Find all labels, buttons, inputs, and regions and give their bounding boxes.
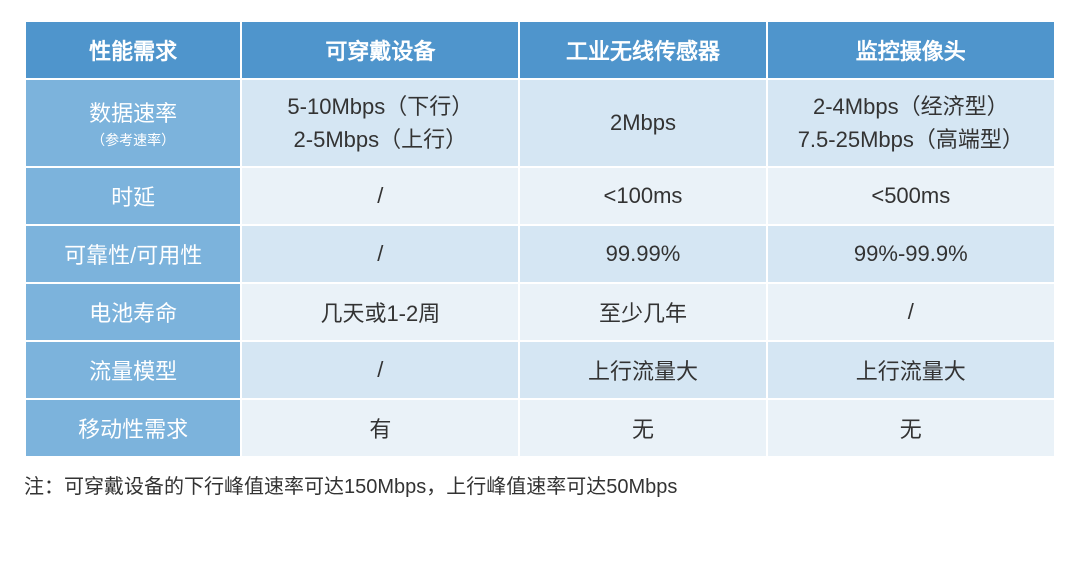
col-header-label: 工业无线传感器 <box>566 39 720 64</box>
cell-value: 2Mbps <box>610 110 676 135</box>
table-row: 可靠性/可用性 / 99.99% 99%-99.9% <box>25 225 1055 283</box>
row-header-label: 电池寿命 <box>89 301 177 326</box>
row-header-label: 移动性需求 <box>78 417 188 442</box>
table-cell: / <box>241 225 519 283</box>
performance-table: 性能需求 可穿戴设备 工业无线传感器 监控摄像头 数据速率 （参考速率） 5-10Mbps… <box>24 20 1056 458</box>
cell-value: <500ms <box>871 183 950 208</box>
table-cell: 5-10Mbps（下行） 2-5Mbps（上行） <box>241 79 519 167</box>
table-cell: / <box>241 167 519 225</box>
cell-value: / <box>908 299 914 324</box>
cell-value: <100ms <box>604 183 683 208</box>
table-cell: 至少几年 <box>519 283 766 341</box>
cell-value: / <box>377 241 383 266</box>
table-cell: 2Mbps <box>519 79 766 167</box>
col-header-rowlabel: 性能需求 <box>25 21 241 79</box>
row-header: 移动性需求 <box>25 399 241 457</box>
cell-value: 2-4Mbps（经济型） <box>813 94 1009 119</box>
table-header: 性能需求 可穿戴设备 工业无线传感器 监控摄像头 <box>25 21 1055 79</box>
row-header-label: 时延 <box>111 185 155 210</box>
cell-value: 99%-99.9% <box>854 241 968 266</box>
row-header: 数据速率 （参考速率） <box>25 79 241 167</box>
cell-value: 至少几年 <box>599 301 687 326</box>
table-row: 数据速率 （参考速率） 5-10Mbps（下行） 2-5Mbps（上行） 2Mbps 2-… <box>25 79 1055 167</box>
cell-value: 无 <box>900 417 922 442</box>
cell-value: 上行流量大 <box>588 359 698 384</box>
cell-value: 5-10Mbps（下行） <box>287 94 473 119</box>
table-cell: 2-4Mbps（经济型） 7.5-25Mbps（高端型） <box>767 79 1055 167</box>
row-header-label: 数据速率 <box>89 101 177 126</box>
table-row: 移动性需求 有 无 无 <box>25 399 1055 457</box>
row-header-sublabel: （参考速率） <box>34 130 232 150</box>
table-cell: 无 <box>519 399 766 457</box>
cell-value: 7.5-25Mbps（高端型） <box>798 127 1024 152</box>
col-header-label: 性能需求 <box>89 39 177 64</box>
cell-value: 2-5Mbps（上行） <box>294 127 468 152</box>
table-row: 流量模型 / 上行流量大 上行流量大 <box>25 341 1055 399</box>
table-cell: 上行流量大 <box>767 341 1055 399</box>
col-header: 监控摄像头 <box>767 21 1055 79</box>
col-header-label: 可穿戴设备 <box>325 39 435 64</box>
row-header: 流量模型 <box>25 341 241 399</box>
table-body: 数据速率 （参考速率） 5-10Mbps（下行） 2-5Mbps（上行） 2Mbps 2-… <box>25 79 1055 457</box>
row-header-label: 可靠性/可用性 <box>64 243 202 268</box>
cell-value: 上行流量大 <box>856 359 966 384</box>
cell-value: 几天或1-2周 <box>320 301 440 326</box>
table-footnote: 注：可穿戴设备的下行峰值速率可达150Mbps，上行峰值速率可达50Mbps <box>24 470 1056 499</box>
row-header-label: 流量模型 <box>89 359 177 384</box>
col-header-label: 监控摄像头 <box>856 39 966 64</box>
table-cell: 几天或1-2周 <box>241 283 519 341</box>
table-row: 时延 / <100ms <500ms <box>25 167 1055 225</box>
col-header: 工业无线传感器 <box>519 21 766 79</box>
col-header: 可穿戴设备 <box>241 21 519 79</box>
row-header: 时延 <box>25 167 241 225</box>
table-row: 电池寿命 几天或1-2周 至少几年 / <box>25 283 1055 341</box>
table-cell: <100ms <box>519 167 766 225</box>
table-cell: 99.99% <box>519 225 766 283</box>
cell-value: / <box>377 183 383 208</box>
table-cell: 有 <box>241 399 519 457</box>
table-cell: 上行流量大 <box>519 341 766 399</box>
cell-value: 有 <box>369 417 391 442</box>
cell-value: 无 <box>632 417 654 442</box>
row-header: 可靠性/可用性 <box>25 225 241 283</box>
cell-value: 99.99% <box>606 241 681 266</box>
table-cell: / <box>241 341 519 399</box>
table-cell: 99%-99.9% <box>767 225 1055 283</box>
table-cell: <500ms <box>767 167 1055 225</box>
table-cell: / <box>767 283 1055 341</box>
row-header: 电池寿命 <box>25 283 241 341</box>
table-cell: 无 <box>767 399 1055 457</box>
cell-value: / <box>377 357 383 382</box>
